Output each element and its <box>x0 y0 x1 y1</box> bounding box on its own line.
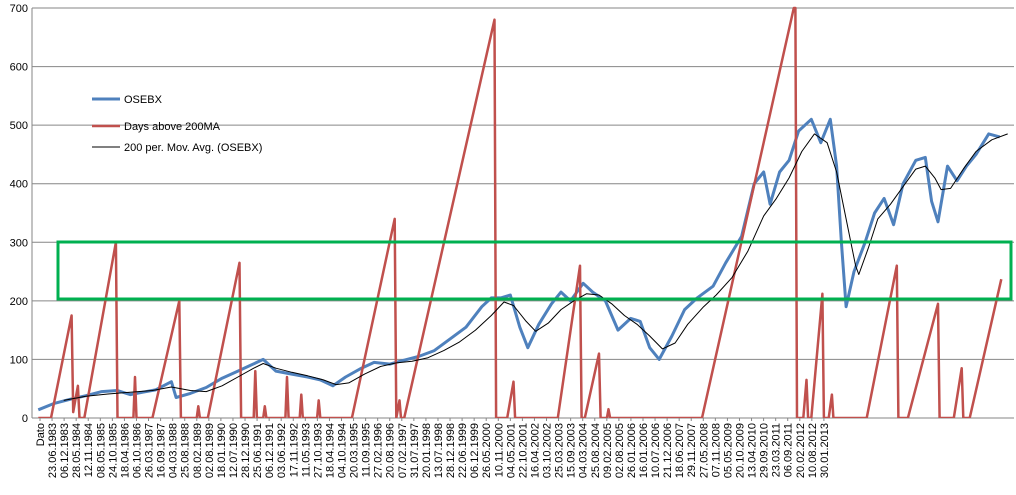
x-tick-label: 16.09.1987 <box>156 423 168 478</box>
x-tick-label: 25.06.1991 <box>252 423 264 478</box>
x-tick-label: 04.05.2001 <box>505 423 517 478</box>
x-tick-label: 18.04.1986 <box>119 423 131 478</box>
y-tick-label: 700 <box>10 3 28 15</box>
x-tick-label: 30.01.2013 <box>819 423 831 478</box>
x-tick-label: 06.12.1999 <box>469 423 481 478</box>
x-tick-label: 08.05.1985 <box>95 423 107 478</box>
x-tick-label: 18.04.1994 <box>324 423 336 478</box>
x-tick-label: 03.06.1992 <box>276 423 288 478</box>
x-tick-label: 08.02.1989 <box>192 423 204 478</box>
x-tick-label: 23.03.2011 <box>771 423 783 477</box>
x-tick-label: 12.11.1984 <box>83 423 95 477</box>
series-line-0 <box>37 117 1001 412</box>
x-tick-label: 11.09.1995 <box>361 423 373 477</box>
x-tick-label: 04.10.1994 <box>337 423 349 478</box>
x-tick-label: 06.09.2011 <box>783 423 795 477</box>
x-tick-label: 02.08.2005 <box>614 423 626 478</box>
x-tick-label: 20.02.2012 <box>795 423 807 478</box>
x-tick-label: 03.10.2002 <box>542 423 554 478</box>
x-tick-label: 27.05.2008 <box>698 423 710 478</box>
x-tick-label: 16.01.2006 <box>638 423 650 478</box>
x-tick-label: 20.01.1998 <box>421 423 433 478</box>
y-tick-label: 600 <box>10 62 28 74</box>
x-tick-label: 20.10.2009 <box>734 423 746 478</box>
legend-entry-1: Days above 200MA <box>124 121 221 133</box>
x-tick-label: 07.11.2008 <box>710 423 722 477</box>
x-tick-label: 24.10.1985 <box>107 423 119 478</box>
x-tick-label: 13.04.2010 <box>747 423 759 478</box>
x-tick-label: 20.03.1995 <box>349 423 361 478</box>
y-tick-label: 400 <box>10 179 28 191</box>
legend: OSEBX Days above 200MA 200 per. Mov. Avg. … <box>92 94 262 154</box>
x-tick-label: 27.10.1993 <box>312 423 324 478</box>
x-tick-label: 23.06.1983 <box>47 423 59 478</box>
x-tick-label: 13.07.1998 <box>433 423 445 478</box>
x-tick-label: 16.04.2002 <box>529 423 541 478</box>
legend-entry-2: 200 per. Mov. Avg. (OSEBX) <box>124 142 262 154</box>
x-tick-label: 26.05.2000 <box>481 423 493 478</box>
x-tick-label: 25.08.1988 <box>180 423 192 478</box>
x-tick-label: 26.01.2006 <box>626 423 638 478</box>
highlight-box <box>56 240 1013 301</box>
x-tick-label: 21.12.2006 <box>662 423 674 478</box>
y-tick-label: 100 <box>10 354 28 366</box>
x-tick-label: 04.03.2004 <box>578 423 590 478</box>
x-tick-label: 22.10.2001 <box>517 423 529 478</box>
x-tick-label: 06.10.1986 <box>131 423 143 478</box>
y-tick-label: 0 <box>22 413 28 425</box>
x-tick-label: 18.01.1990 <box>216 423 228 478</box>
x-tick-label: 06.12.1983 <box>59 423 71 478</box>
x-tick-label: 28.05.1984 <box>71 423 83 478</box>
x-tick-label: 28.12.1990 <box>240 423 252 478</box>
x-tick-label: 10.11.2000 <box>493 423 505 477</box>
x-tick-label: 29.09.2010 <box>759 423 771 478</box>
x-tick-label: 15.09.2003 <box>566 423 578 478</box>
x-tick-label: 07.02.1997 <box>397 423 409 478</box>
x-axis-category-label: Dato <box>35 423 47 446</box>
x-tick-label: 17.11.1992 <box>288 423 300 477</box>
x-tick-label: 29.11.2007 <box>686 423 698 477</box>
y-tick-label: 500 <box>10 120 28 132</box>
x-tick-label: 04.03.1988 <box>168 423 180 478</box>
x-tick-label: 27.02.1996 <box>373 423 385 478</box>
x-tick-label: 06.12.1991 <box>264 423 276 478</box>
x-tick-label: 25.08.2004 <box>590 423 602 478</box>
x-tick-label: 18.06.2007 <box>674 423 686 478</box>
x-tick-label: 09.02.2005 <box>602 423 614 478</box>
x-tick-label: 31.07.1997 <box>409 423 421 478</box>
x-tick-label: 28.12.1998 <box>445 423 457 478</box>
x-tick-label: 10.08.2012 <box>807 423 819 478</box>
x-tick-label: 26.03.1987 <box>144 423 156 478</box>
x-tick-label: 25.03.2003 <box>554 423 566 478</box>
x-tick-label: 20.08.1996 <box>385 423 397 478</box>
series-line-2 <box>63 133 1008 401</box>
x-tick-label: 12.07.1990 <box>228 423 240 478</box>
x-tick-label: 02.08.1989 <box>204 423 216 478</box>
legend-entry-0: OSEBX <box>124 94 163 106</box>
y-tick-label: 200 <box>10 296 28 308</box>
y-tick-label: 300 <box>10 237 28 249</box>
series-layer <box>37 6 1008 418</box>
x-tick-label: 05.05.2009 <box>722 423 734 478</box>
x-tick-label: 22.06.1999 <box>457 423 469 478</box>
x-tick-label: 10.07.2006 <box>650 423 662 478</box>
x-tick-label: 11.05.1993 <box>300 423 312 477</box>
series-line-1 <box>38 6 1003 418</box>
